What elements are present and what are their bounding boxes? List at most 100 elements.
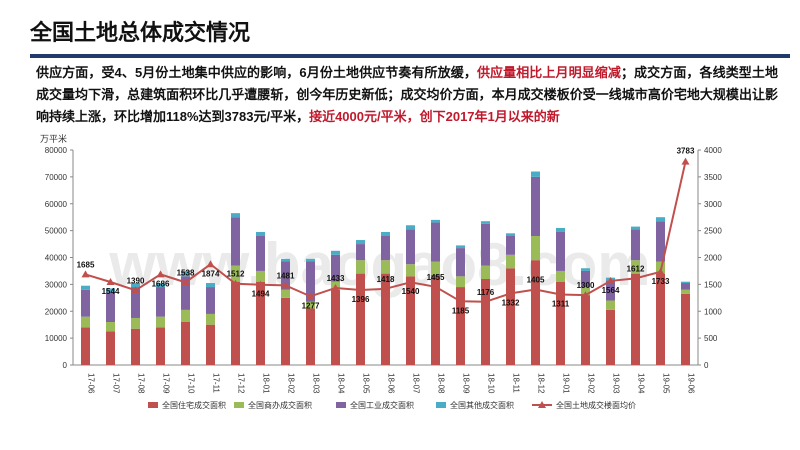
y2-tick-label: 0 <box>704 361 709 370</box>
price-line-marker <box>481 297 490 305</box>
bar-industrial <box>606 280 615 301</box>
y2-tick-label: 3500 <box>704 173 722 182</box>
y2-tick-label: 2000 <box>704 254 722 263</box>
legend-swatch-industrial <box>336 402 346 408</box>
bar-commercial <box>81 316 90 328</box>
x-tick-label: 19-02 <box>587 373 596 394</box>
bar-residential <box>456 287 465 365</box>
bar-other <box>381 231 390 236</box>
bar-commercial <box>431 261 440 275</box>
y-tick-label: 0 <box>63 361 68 370</box>
y-tick-label: 50000 <box>45 227 68 236</box>
price-data-label: 1418 <box>377 275 395 284</box>
x-tick-label: 17-06 <box>87 373 96 394</box>
x-tick-label: 18-03 <box>312 373 321 394</box>
x-tick-label: 17-08 <box>137 373 146 394</box>
bar-other <box>356 240 365 245</box>
bar-residential <box>256 281 265 365</box>
bar-commercial <box>606 300 615 310</box>
bar-residential <box>631 273 640 365</box>
bar-commercial <box>381 260 390 274</box>
price-line-marker <box>381 284 390 292</box>
price-data-label: 1390 <box>127 276 145 285</box>
bar-industrial <box>581 270 590 288</box>
bar-other <box>656 217 665 222</box>
bar-residential <box>531 260 540 365</box>
price-line-marker <box>156 270 165 278</box>
bar-commercial <box>231 265 240 282</box>
legend-swatch-other <box>436 402 446 408</box>
price-data-label: 1733 <box>652 277 670 286</box>
price-line-marker <box>206 260 215 268</box>
bar-other <box>131 283 140 288</box>
bar-other <box>281 258 290 262</box>
title-divider <box>30 54 790 58</box>
x-tick-label: 17-10 <box>187 373 196 394</box>
bar-industrial <box>81 289 90 317</box>
y-tick-label: 30000 <box>45 280 68 289</box>
x-tick-label: 18-10 <box>487 373 496 394</box>
summary-highlight-1: 供应量相比上月明显缩减 <box>476 65 621 80</box>
bar-industrial <box>181 276 190 310</box>
bar-residential <box>381 273 390 365</box>
price-line-marker <box>356 285 365 293</box>
bar-industrial <box>681 283 690 290</box>
x-tick-label: 18-06 <box>387 373 396 394</box>
price-data-label: 1185 <box>452 306 470 315</box>
bar-commercial <box>681 289 690 294</box>
price-line-marker <box>106 278 115 286</box>
y-tick-label: 10000 <box>45 334 68 343</box>
bar-commercial <box>481 265 490 279</box>
price-data-label: 1874 <box>202 269 220 278</box>
price-data-label: 1176 <box>477 288 495 297</box>
bar-commercial <box>456 276 465 288</box>
bar-other <box>156 283 165 288</box>
bar-commercial <box>531 236 540 261</box>
x-tick-label: 19-05 <box>662 373 671 394</box>
bar-industrial <box>656 221 665 262</box>
legend-label-commercial: 全国商办成交面积 <box>248 400 312 410</box>
price-line-marker <box>531 285 540 293</box>
x-tick-label: 18-02 <box>287 373 296 394</box>
x-tick-label: 19-01 <box>562 373 571 394</box>
price-line-marker <box>506 289 515 297</box>
legend-swatch-price-marker <box>538 401 546 408</box>
price-data-label: 1540 <box>402 287 420 296</box>
bar-industrial <box>306 261 315 302</box>
bar-residential <box>131 328 140 365</box>
price-data-label: 1332 <box>502 298 520 307</box>
price-line-marker <box>581 291 590 299</box>
y-axis-unit-label: 万平米 <box>40 133 67 144</box>
legend-label-price: 全国土地成交楼面均价 <box>556 400 636 410</box>
bar-other <box>481 221 490 224</box>
x-tick-label: 19-06 <box>687 373 696 394</box>
bar-other <box>581 268 590 271</box>
price-line-marker <box>306 292 315 300</box>
price-data-label: 1685 <box>77 260 95 269</box>
y2-tick-label: 500 <box>704 334 718 343</box>
bar-other <box>506 233 515 236</box>
bar-residential <box>506 268 515 365</box>
bar-residential <box>106 331 115 365</box>
y2-tick-label: 1000 <box>704 307 722 316</box>
price-data-label: 1311 <box>552 300 570 309</box>
bar-industrial <box>281 261 290 290</box>
bar-commercial <box>281 289 290 298</box>
price-line-marker <box>331 283 340 291</box>
bar-commercial <box>506 254 515 269</box>
price-data-label: 1512 <box>227 270 245 279</box>
bar-residential <box>406 276 415 365</box>
bar-commercial <box>131 317 140 329</box>
bar-industrial <box>131 287 140 318</box>
price-data-label: 1405 <box>527 275 545 284</box>
x-tick-label: 18-01 <box>262 373 271 394</box>
bar-industrial <box>206 287 215 314</box>
bar-residential <box>231 281 240 365</box>
price-line-marker <box>681 157 690 165</box>
x-tick-label: 19-04 <box>637 373 646 394</box>
bar-residential <box>431 274 440 365</box>
bar-residential <box>156 327 165 365</box>
price-line-marker <box>406 278 415 286</box>
price-line-marker <box>131 286 140 294</box>
